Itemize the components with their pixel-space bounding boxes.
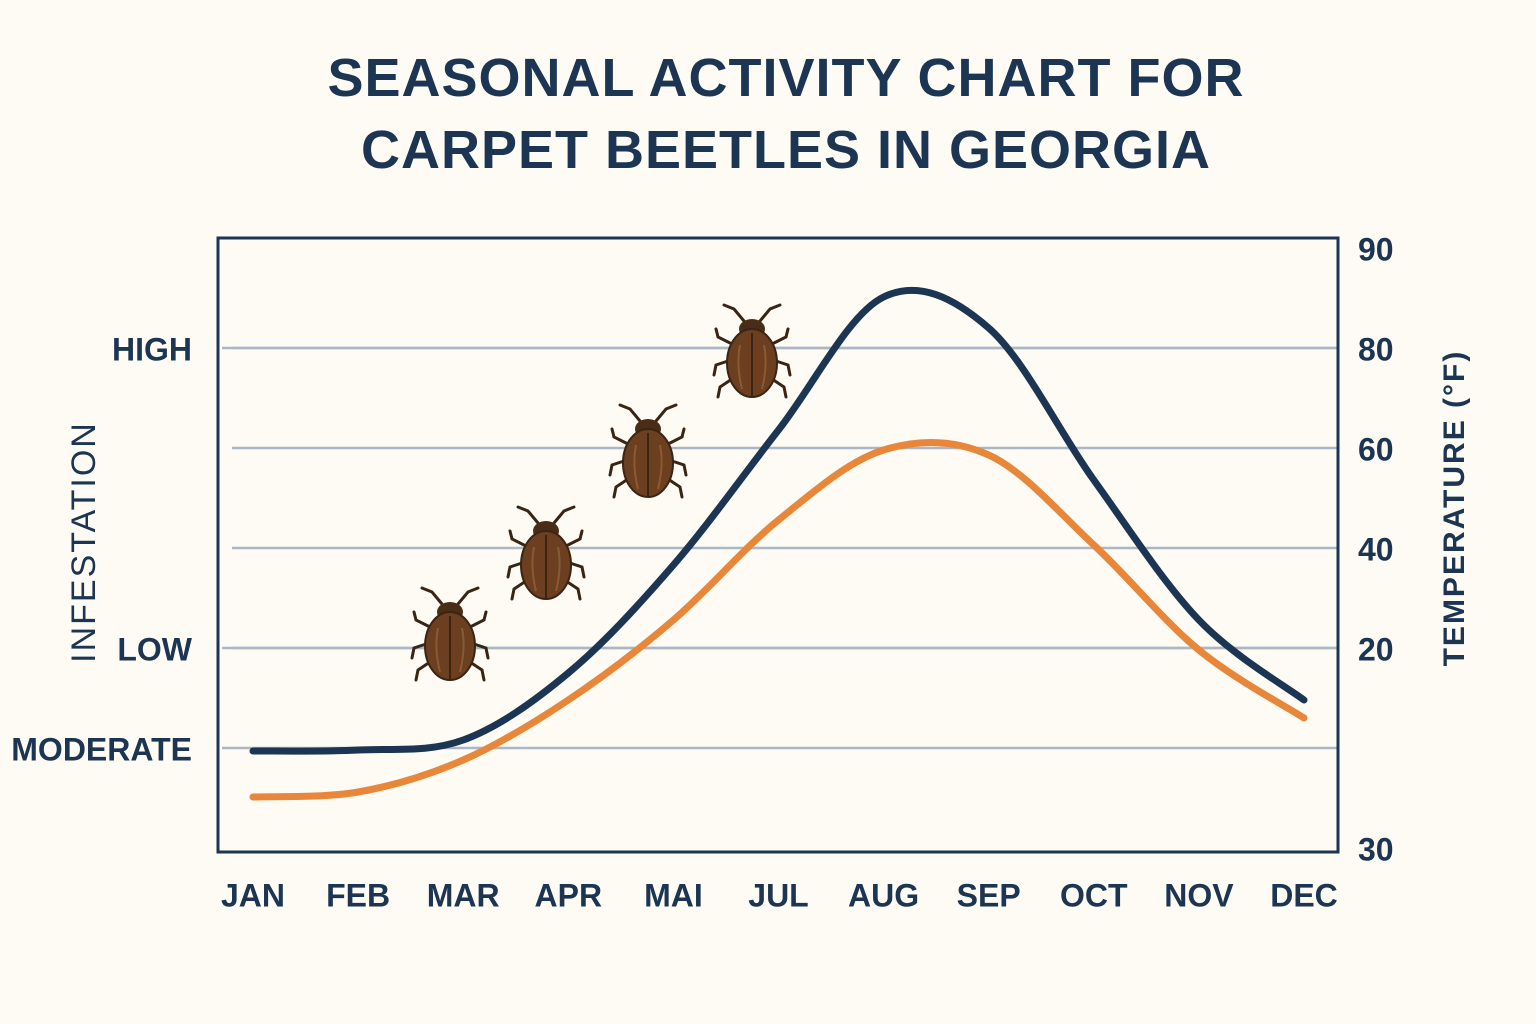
- y-tick-label: MODERATE: [11, 731, 192, 767]
- data-line: [249, 286, 1308, 755]
- x-tick-label: DEC: [1270, 877, 1338, 913]
- y-tick-label: LOW: [117, 631, 192, 667]
- x-tick-label: MAI: [644, 877, 703, 913]
- x-tick-label: APR: [535, 877, 603, 913]
- x-tick-label: AUG: [848, 877, 919, 913]
- plot-frame: [216, 236, 1340, 854]
- y2-tick-label: 20: [1358, 631, 1394, 667]
- lines: [249, 286, 1308, 801]
- x-tick-label: OCT: [1060, 877, 1128, 913]
- x-tick-label: JUL: [748, 877, 808, 913]
- x-tick-label: JAN: [221, 877, 285, 913]
- chart-title: SEASONAL ACTIVITY CHART FOR CARPET BEETLE…: [327, 48, 1244, 180]
- x-tick-label: FEB: [326, 877, 390, 913]
- x-tick-label: MAR: [427, 877, 500, 913]
- y2-tick-label: 30: [1358, 831, 1394, 867]
- y2-tick-label: 40: [1358, 531, 1394, 567]
- y2-tick-label: 80: [1358, 331, 1394, 367]
- data-line: [249, 438, 1308, 801]
- y-tick-label: HIGH: [112, 331, 192, 367]
- y-axis-label: INFESTATION: [65, 421, 103, 663]
- x-tick-label: NOV: [1164, 877, 1234, 913]
- x-tick-label: SEP: [957, 877, 1021, 913]
- y2-axis-label: TEMPERATURE (°F): [1438, 350, 1471, 667]
- y2-tick-label: 90: [1358, 231, 1394, 267]
- y2-tick-label: 60: [1358, 431, 1394, 467]
